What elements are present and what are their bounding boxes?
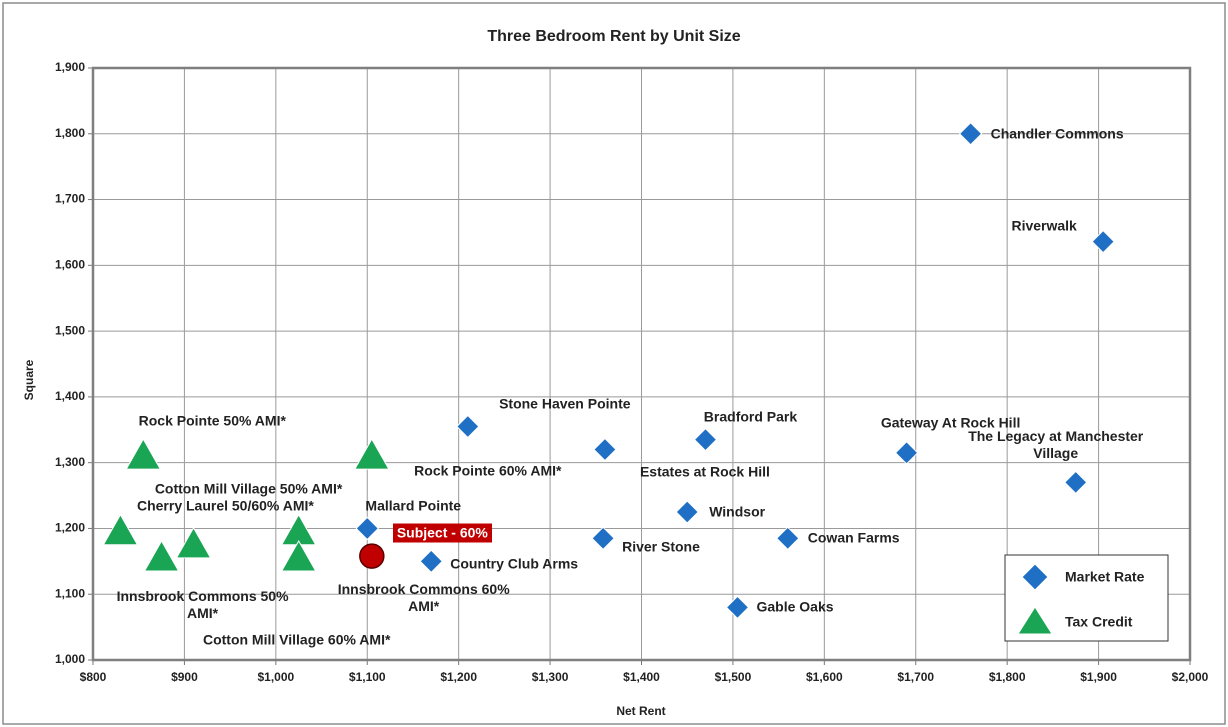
y-axis-label: Square xyxy=(22,359,36,400)
point xyxy=(355,516,379,541)
point-label: Riverwalk xyxy=(1011,217,1077,234)
x-tick-label: $1,600 xyxy=(806,670,843,684)
x-axis-label: Net Rent xyxy=(616,704,665,718)
point-label: Stone Haven Pointe xyxy=(499,395,631,412)
point xyxy=(280,540,317,572)
point-label: Cotton Mill Village 60% AMI* xyxy=(202,631,391,648)
point xyxy=(591,526,615,551)
point-label: Gable Oaks xyxy=(756,598,834,615)
y-tick-label: 1,600 xyxy=(55,258,85,272)
y-tick-label: 1,300 xyxy=(55,455,85,469)
point xyxy=(776,526,800,551)
point-label: Innsbrook Commons 50% AMI* xyxy=(116,588,289,622)
x-tick-label: $900 xyxy=(171,670,198,684)
x-tick-label: $1,900 xyxy=(1080,670,1117,684)
legend-marker xyxy=(1021,563,1049,591)
point xyxy=(894,441,919,465)
point xyxy=(593,437,617,462)
legend-label: Market Rate xyxy=(1065,569,1145,585)
y-tick-label: 1,500 xyxy=(55,323,85,337)
point xyxy=(125,438,162,470)
point-label: Gateway At Rock Hill xyxy=(880,414,1021,431)
y-tick-label: 1,400 xyxy=(55,389,85,403)
subject-label: Subject - 60% xyxy=(392,523,492,543)
point-label: Mallard Pointe xyxy=(365,497,462,514)
x-tick-label: $800 xyxy=(80,670,107,684)
point-label: Rock Pointe 50% AMI* xyxy=(138,412,286,429)
y-tick-label: 1,100 xyxy=(55,586,85,600)
y-tick-label: 1,000 xyxy=(55,652,85,666)
point-label: Rock Pointe 60% AMI* xyxy=(414,462,562,479)
point xyxy=(693,427,718,452)
point xyxy=(102,513,139,546)
point-label: River Stone xyxy=(622,538,700,555)
x-tick-label: $1,700 xyxy=(897,670,934,684)
point-label: Innsbrook Commons 60% AMI* xyxy=(337,580,510,614)
x-tick-label: $1,400 xyxy=(623,670,660,684)
chart-title: Three Bedroom Rent by Unit Size xyxy=(487,28,740,45)
point xyxy=(175,526,212,559)
point-label: The Legacy at Manchester Village xyxy=(968,428,1144,462)
point xyxy=(1091,229,1115,254)
point-label: Windsor xyxy=(709,503,766,520)
point xyxy=(675,500,699,524)
x-tick-label: $1,200 xyxy=(440,670,477,684)
point-label: Bradford Park xyxy=(703,408,798,425)
y-tick-label: 1,900 xyxy=(55,60,85,74)
x-tick-label: $1,500 xyxy=(715,670,752,684)
y-tick-label: 1,200 xyxy=(55,521,85,535)
subject-point xyxy=(359,543,385,569)
point xyxy=(419,549,443,574)
point xyxy=(1064,470,1088,495)
point xyxy=(958,122,983,146)
legend-marker xyxy=(1017,606,1053,635)
x-tick-label: $1,000 xyxy=(257,670,294,684)
x-tick-label: $1,800 xyxy=(989,670,1026,684)
y-tick-label: 1,800 xyxy=(55,126,85,140)
point xyxy=(456,414,480,439)
x-tick-label: $2,000 xyxy=(1172,670,1209,684)
plot-border xyxy=(91,66,1192,662)
point-label: Chandler Commons xyxy=(990,125,1124,142)
point-label: Cherry Laurel 50/60% AMI* xyxy=(136,497,314,514)
point xyxy=(353,438,390,470)
x-tick-label: $1,300 xyxy=(532,670,569,684)
y-tick-label: 1,700 xyxy=(55,192,85,206)
x-tick-label: $1,100 xyxy=(349,670,386,684)
point-label: Cowan Farms xyxy=(807,529,900,546)
point-label: Cotton Mill Village 50% AMI* xyxy=(154,480,343,497)
point xyxy=(725,595,750,620)
legend-label: Tax Credit xyxy=(1065,614,1133,630)
point-label: Country Club Arms xyxy=(450,555,579,572)
point xyxy=(143,540,180,572)
point-label: Estates at Rock Hill xyxy=(639,463,770,479)
